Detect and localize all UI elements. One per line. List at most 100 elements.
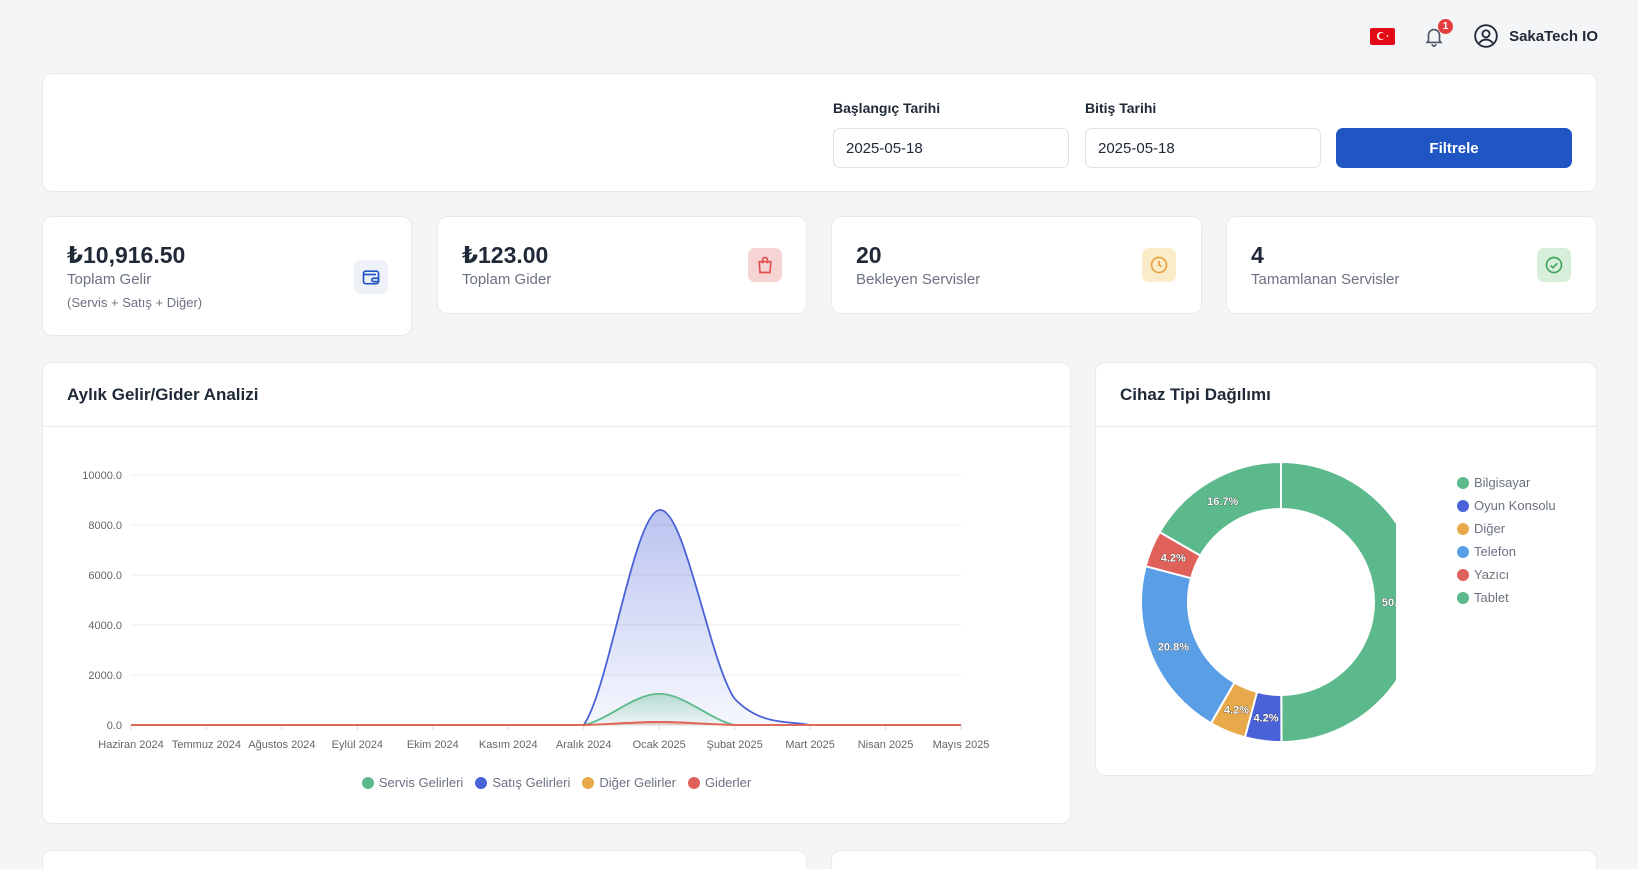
legend-label: Satış Gelirleri <box>492 775 571 790</box>
x-tick-label: Ekim 2024 <box>407 739 459 751</box>
x-tick-label: Temmuz 2024 <box>172 739 241 751</box>
legend-label: Yazıcı <box>1474 567 1510 582</box>
legend-label: Giderler <box>704 775 752 790</box>
user-menu[interactable]: SakaTech IO <box>1473 23 1598 49</box>
legend-label: Servis Gelirleri <box>378 775 464 790</box>
x-tick-label: Şubat 2025 <box>706 739 762 751</box>
bottom-left-card <box>42 850 807 869</box>
series-line-satis-gelirleri[interactable] <box>131 509 961 726</box>
monthly-area-chart: 0.0 2000.0 4000.0 6000.0 8000.0 10000.0 Hazira… <box>82 470 990 751</box>
filter-button[interactable]: Filtrele <box>1336 128 1572 168</box>
legend-item-servis-gelirleri[interactable]: Servis Gelirleri <box>361 775 464 790</box>
pending-services-label: Bekleyen Servisler <box>856 271 981 288</box>
legend-color-dot <box>582 776 595 789</box>
legend-label: Diğer <box>1474 521 1506 536</box>
y-tick-label: 2000.0 <box>88 670 122 682</box>
area-chart-legend: Servis Gelirleri Satış Gelirleri Diğer Gel… <box>43 775 1070 790</box>
panel-divider <box>1096 426 1596 427</box>
legend-item-giderler[interactable]: Giderler <box>687 775 752 790</box>
total-income-value: ₺10,916.50 <box>67 242 186 268</box>
donut-slice-tablet[interactable] <box>1158 460 1282 557</box>
donut-slice-label: 16.7% <box>1207 496 1238 508</box>
legend-color-dot <box>1457 499 1469 512</box>
notification-button[interactable]: 1 <box>1421 19 1454 49</box>
x-tick-label: Nisan 2025 <box>858 739 914 751</box>
shopping-bag-icon <box>748 248 782 282</box>
completed-services-card: 4 Tamamlanan Servisler <box>1226 216 1597 314</box>
total-income-label: Toplam Gelir <box>67 271 152 288</box>
legend-color-dot <box>687 776 700 789</box>
y-tick-label: 0.0 <box>107 720 122 732</box>
x-tick-label: Eylül 2024 <box>332 739 383 751</box>
start-date-input[interactable]: 2025-05-18 <box>833 128 1069 168</box>
legend-label: Tablet <box>1474 590 1509 605</box>
monthly-analysis-title: Aylık Gelir/Gider Analizi <box>67 385 259 404</box>
series-line-servis-gelirleri[interactable] <box>131 692 961 726</box>
legend-color-dot <box>1457 545 1469 558</box>
pending-services-value: 20 <box>856 242 882 268</box>
legend-label: Bilgisayar <box>1474 475 1531 490</box>
legend-label: Diğer Gelirler <box>599 775 676 790</box>
user-circle-icon <box>1474 24 1498 48</box>
device-type-donut-chart: 50.0% 4.2% 4.2% 20.8% 4.2% 16.7% <box>1140 460 1396 744</box>
total-expense-label: Toplam Gider <box>462 271 552 288</box>
device-type-panel: Cihaz Tipi Dağılımı 50.0% 4.2% 4.2% 20.8% 4.… <box>1095 362 1597 776</box>
legend-color-dot <box>1457 568 1469 581</box>
series-area-satis-gelirleri <box>131 509 961 725</box>
legend-color-dot <box>1457 522 1469 535</box>
legend-item-diger[interactable]: Diğer <box>1457 521 1556 536</box>
legend-item-oyun-konsolu[interactable]: Oyun Konsolu <box>1457 498 1556 513</box>
completed-services-value: 4 <box>1251 242 1264 268</box>
x-tick-label: Aralık 2024 <box>556 739 612 751</box>
x-tick-label: Ocak 2025 <box>633 739 686 751</box>
donut-slice-label: 4.2% <box>1254 713 1279 725</box>
legend-item-yazici[interactable]: Yazıcı <box>1457 567 1556 582</box>
completed-services-label: Tamamlanan Servisler <box>1251 271 1400 288</box>
x-tick-label: Haziran 2024 <box>98 739 163 751</box>
legend-color-dot <box>1457 591 1469 604</box>
legend-item-bilgisayar[interactable]: Bilgisayar <box>1457 475 1556 490</box>
notification-badge: 1 <box>1438 19 1454 34</box>
legend-item-tablet[interactable]: Tablet <box>1457 590 1556 605</box>
donut-slice-label: 50.0% <box>1382 597 1396 609</box>
total-income-card: ₺10,916.50 Toplam Gelir (Servis + Satış … <box>42 216 412 336</box>
legend-label: Oyun Konsolu <box>1474 498 1556 513</box>
clock-icon <box>1142 248 1176 282</box>
legend-label: Telefon <box>1474 544 1516 559</box>
panel-divider <box>43 426 1070 427</box>
y-tick-label: 10000.0 <box>82 470 122 482</box>
pending-services-card: 20 Bekleyen Servisler <box>831 216 1202 314</box>
user-name: SakaTech IO <box>1509 27 1598 45</box>
legend-item-diger-gelirler[interactable]: Diğer Gelirler <box>582 775 676 790</box>
total-income-sublabel: (Servis + Satış + Diğer) <box>67 295 203 310</box>
end-date-label: Bitiş Tarihi <box>1085 100 1157 116</box>
device-type-title: Cihaz Tipi Dağılımı <box>1120 385 1271 404</box>
donut-chart-legend: Bilgisayar Oyun Konsolu Diğer Telefon Yazıcı… <box>1457 475 1556 605</box>
donut-slice-label: 4.2% <box>1224 705 1249 717</box>
bottom-right-card <box>831 850 1597 869</box>
series-line-giderler[interactable] <box>131 721 961 726</box>
total-expense-card: ₺123.00 Toplam Gider <box>437 216 807 314</box>
start-date-label: Başlangıç Tarihi <box>833 100 941 116</box>
y-tick-label: 6000.0 <box>88 570 122 582</box>
donut-slice-label: 4.2% <box>1161 553 1186 565</box>
monthly-analysis-panel: Aylık Gelir/Gider Analizi 0.0 2000.0 4000.… <box>42 362 1071 824</box>
y-tick-label: 4000.0 <box>88 620 122 632</box>
legend-item-telefon[interactable]: Telefon <box>1457 544 1556 559</box>
x-tick-label: Mayıs 2025 <box>933 739 990 751</box>
wallet-icon <box>354 260 388 294</box>
donut-slice-label: 20.8% <box>1158 642 1189 654</box>
date-filter-card: Başlangıç Tarihi 2025-05-18 Bitiş Tarihi… <box>42 73 1597 192</box>
bell-icon <box>1425 28 1443 47</box>
end-date-input[interactable]: 2025-05-18 <box>1085 128 1321 168</box>
legend-item-satis-gelirleri[interactable]: Satış Gelirleri <box>475 775 570 790</box>
check-circle-icon <box>1537 248 1571 282</box>
legend-color-dot <box>361 776 374 789</box>
turkish-flag-icon[interactable] <box>1370 27 1396 45</box>
series-area-servis-gelirleri <box>131 693 961 725</box>
crescent-star-icon <box>1376 32 1389 40</box>
donut-slice-bilgisayar[interactable] <box>1280 460 1396 744</box>
top-bar: 1 SakaTech IO <box>1370 18 1598 54</box>
y-tick-label: 8000.0 <box>88 520 122 532</box>
legend-color-dot <box>1457 476 1469 489</box>
